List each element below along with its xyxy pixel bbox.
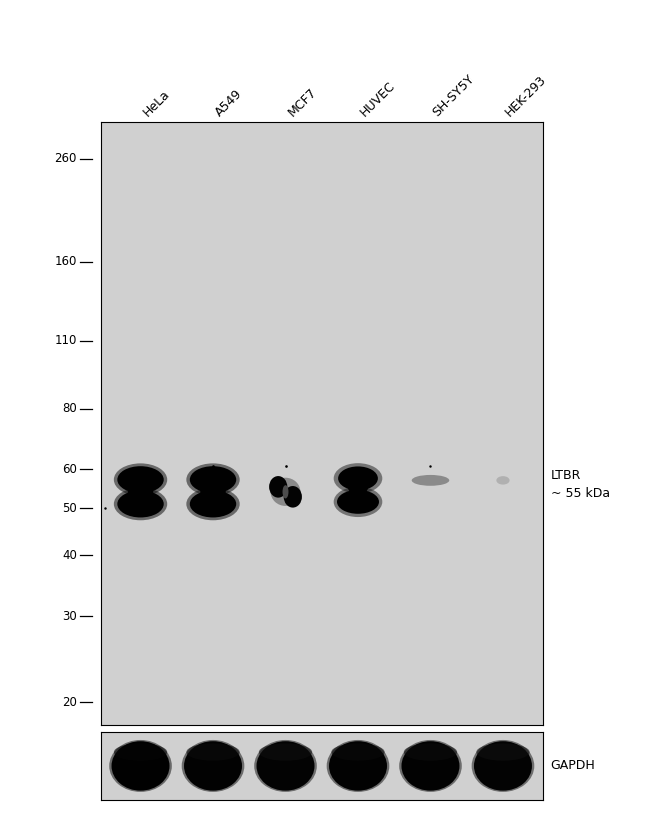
Ellipse shape [497, 476, 510, 484]
Ellipse shape [182, 740, 244, 792]
Ellipse shape [114, 743, 167, 761]
Ellipse shape [474, 741, 532, 791]
Ellipse shape [254, 740, 317, 792]
Ellipse shape [404, 743, 457, 761]
Text: 40: 40 [62, 549, 77, 562]
Text: HUVEC: HUVEC [358, 80, 398, 119]
Ellipse shape [333, 487, 382, 517]
Ellipse shape [348, 481, 368, 494]
Ellipse shape [257, 741, 315, 791]
Ellipse shape [128, 484, 153, 499]
Text: 30: 30 [62, 610, 77, 623]
Ellipse shape [402, 741, 460, 791]
Ellipse shape [476, 743, 530, 761]
Ellipse shape [327, 740, 389, 792]
Ellipse shape [269, 476, 287, 498]
Ellipse shape [200, 484, 226, 499]
Ellipse shape [112, 741, 170, 791]
Ellipse shape [187, 743, 240, 761]
Text: LTBR
~ 55 kDa: LTBR ~ 55 kDa [551, 468, 610, 499]
Ellipse shape [399, 740, 461, 792]
Ellipse shape [270, 478, 300, 506]
Text: GAPDH: GAPDH [551, 759, 595, 773]
Ellipse shape [411, 475, 449, 486]
Text: 160: 160 [55, 255, 77, 268]
Text: HeLa: HeLa [140, 88, 172, 119]
Ellipse shape [184, 741, 242, 791]
Ellipse shape [187, 488, 240, 520]
Text: 50: 50 [62, 502, 77, 515]
Ellipse shape [329, 741, 387, 791]
Text: SH-SY5Y: SH-SY5Y [430, 73, 477, 119]
Text: 110: 110 [55, 334, 77, 348]
Ellipse shape [114, 488, 167, 520]
Ellipse shape [338, 467, 378, 490]
Ellipse shape [190, 466, 236, 493]
Ellipse shape [283, 486, 302, 508]
Text: A549: A549 [213, 87, 245, 119]
Ellipse shape [337, 490, 379, 514]
Ellipse shape [117, 466, 164, 493]
Text: MCF7: MCF7 [285, 85, 319, 119]
Ellipse shape [190, 490, 236, 517]
Ellipse shape [259, 743, 312, 761]
Ellipse shape [187, 463, 240, 496]
Ellipse shape [114, 463, 167, 496]
Ellipse shape [332, 743, 385, 761]
Ellipse shape [472, 740, 534, 792]
Text: 60: 60 [62, 463, 77, 476]
Ellipse shape [333, 463, 382, 494]
Text: 20: 20 [62, 696, 77, 709]
Ellipse shape [117, 490, 164, 517]
Text: HEK-293: HEK-293 [503, 73, 549, 119]
Text: 260: 260 [55, 153, 77, 165]
Ellipse shape [283, 485, 289, 499]
Text: 80: 80 [62, 402, 77, 415]
Ellipse shape [109, 740, 172, 792]
